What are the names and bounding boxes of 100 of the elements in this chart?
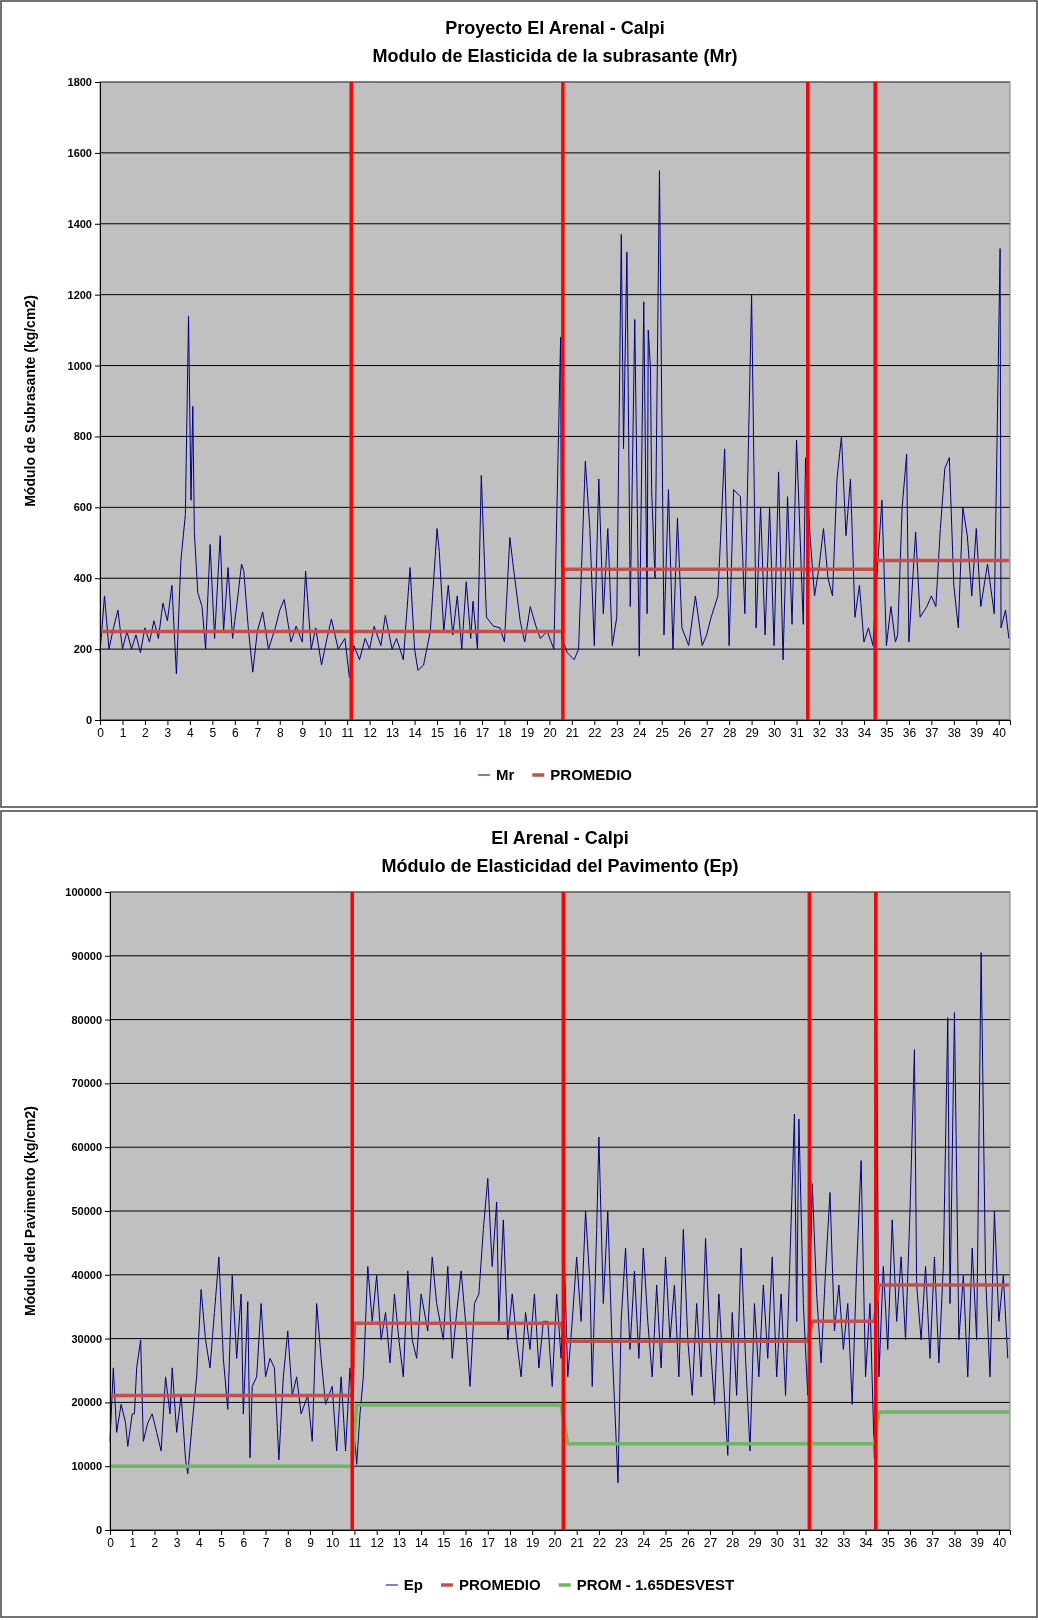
x-tick-label: 2 xyxy=(142,725,150,740)
chart-title: Proyecto El Arenal - Calpi xyxy=(445,18,665,39)
x-tick-label: 12 xyxy=(370,1535,385,1550)
x-tick-label: 20 xyxy=(543,725,557,740)
legend-label: Ep xyxy=(403,1576,423,1594)
x-tick-label: 8 xyxy=(276,725,284,740)
x-tick-label: 21 xyxy=(570,1535,585,1550)
x-tick-label: 21 xyxy=(565,725,580,740)
x-tick-label: 16 xyxy=(453,725,467,740)
x-tick-label: 18 xyxy=(503,1535,518,1550)
x-tick-label: 23 xyxy=(614,1535,629,1550)
x-tick-label: 33 xyxy=(835,725,849,740)
y-tick-label: 100000 xyxy=(65,886,102,899)
y-tick-label: 800 xyxy=(73,430,92,443)
x-tick-label: 4 xyxy=(187,725,195,740)
chart-title: El Arenal - Calpi xyxy=(491,828,629,849)
x-tick-label: 31 xyxy=(792,1535,807,1550)
x-tick-label: 40 xyxy=(992,1535,1007,1550)
y-tick-label: 20000 xyxy=(71,1396,102,1409)
x-tick-label: 26 xyxy=(678,725,692,740)
y-tick-label: 90000 xyxy=(71,949,102,962)
x-tick-label: 28 xyxy=(722,725,737,740)
y-tick-label: 0 xyxy=(85,714,92,727)
y-tick-label: 400 xyxy=(73,572,92,585)
x-tick-label: 15 xyxy=(430,725,445,740)
x-tick-label: 8 xyxy=(284,1535,292,1550)
x-tick-label: 11 xyxy=(348,1535,362,1550)
x-tick-label: 7 xyxy=(254,725,262,740)
x-tick-label: 26 xyxy=(681,1535,696,1550)
x-tick-label: 5 xyxy=(218,1535,226,1550)
y-axis-title: Módulo del Pavimento (kg/cm2) xyxy=(21,1105,38,1317)
y-tick-label: 70000 xyxy=(71,1077,102,1090)
y-tick-label: 1200 xyxy=(67,288,92,301)
line-series xyxy=(108,1403,1011,1468)
y-tick-label: 0 xyxy=(95,1524,102,1537)
x-tick-label: 36 xyxy=(903,1535,918,1550)
x-tick-label: 9 xyxy=(299,725,307,740)
x-tick-label: 34 xyxy=(857,725,872,740)
x-tick-label: 24 xyxy=(633,725,647,740)
x-tick-label: 9 xyxy=(307,1535,315,1550)
y-tick-label: 600 xyxy=(73,501,92,514)
x-tick-label: 6 xyxy=(240,1535,248,1550)
x-tick-label: 18 xyxy=(498,725,512,740)
x-tick-label: 4 xyxy=(196,1535,204,1550)
x-tick-label: 27 xyxy=(703,1535,718,1550)
y-tick-label: 60000 xyxy=(71,1141,102,1154)
x-tick-label: 13 xyxy=(392,1535,407,1550)
x-tick-label: 28 xyxy=(726,1535,740,1550)
x-tick-label: 11 xyxy=(341,725,355,740)
x-tick-label: 3 xyxy=(173,1535,181,1550)
y-tick-label: 1600 xyxy=(67,146,92,159)
x-tick-label: 23 xyxy=(610,725,625,740)
x-tick-label: 35 xyxy=(880,725,894,740)
x-tick-label: 1 xyxy=(119,725,127,740)
x-tick-label: 39 xyxy=(970,1535,985,1550)
x-tick-label: 7 xyxy=(262,1535,270,1550)
x-tick-label: 14 xyxy=(408,725,423,740)
chart-subtitle: Módulo de Elasticidad del Pavimento (Ep) xyxy=(381,856,739,877)
y-tick-label: 1800 xyxy=(67,76,92,89)
x-tick-label: 27 xyxy=(700,725,715,740)
x-tick-label: 10 xyxy=(318,725,333,740)
x-tick-label: 1 xyxy=(129,1535,137,1550)
x-tick-label: 17 xyxy=(475,725,490,740)
x-tick-label: 36 xyxy=(902,725,917,740)
x-tick-label: 34 xyxy=(859,1535,874,1550)
x-tick-label: 30 xyxy=(767,725,782,740)
x-tick-label: 38 xyxy=(948,1535,962,1550)
x-tick-label: 37 xyxy=(925,725,939,740)
x-tick-label: 0 xyxy=(107,1535,115,1550)
x-tick-label: 30 xyxy=(770,1535,785,1550)
y-tick-label: 40000 xyxy=(71,1268,102,1281)
y-tick-label: 1000 xyxy=(67,359,92,372)
x-tick-label: 2 xyxy=(151,1535,159,1550)
x-tick-label: 33 xyxy=(837,1535,851,1550)
y-axis-title: Módulo de Subrasante (kg/cm2) xyxy=(21,295,38,507)
legend-label: PROMEDIO xyxy=(458,1576,541,1594)
x-tick-label: 16 xyxy=(459,1535,474,1550)
x-tick-label: 12 xyxy=(363,725,378,740)
x-tick-label: 22 xyxy=(592,1535,607,1550)
legend-label: Mr xyxy=(495,766,515,784)
legend-label: PROM - 1.65DESVEST xyxy=(576,1576,735,1594)
x-tick-label: 3 xyxy=(164,725,172,740)
x-tick-label: 10 xyxy=(326,1535,340,1550)
x-tick-label: 25 xyxy=(659,1535,674,1550)
x-tick-label: 31 xyxy=(790,725,805,740)
x-tick-label: 38 xyxy=(947,725,962,740)
x-tick-label: 17 xyxy=(481,1535,496,1550)
x-tick-label: 35 xyxy=(881,1535,896,1550)
y-tick-label: 30000 xyxy=(71,1332,102,1345)
y-tick-label: 10000 xyxy=(71,1460,102,1473)
x-tick-label: 13 xyxy=(385,725,400,740)
chart-subtitle: Modulo de Elasticida de la subrasante (Mr) xyxy=(372,46,738,67)
x-tick-label: 5 xyxy=(209,725,217,740)
legend-label: PROMEDIO xyxy=(550,766,633,784)
x-tick-label: 40 xyxy=(992,725,1007,740)
x-tick-label: 19 xyxy=(526,1535,540,1550)
x-tick-label: 14 xyxy=(414,1535,429,1550)
x-tick-label: 37 xyxy=(926,1535,940,1550)
x-tick-label: 19 xyxy=(520,725,535,740)
y-tick-label: 50000 xyxy=(71,1205,102,1218)
